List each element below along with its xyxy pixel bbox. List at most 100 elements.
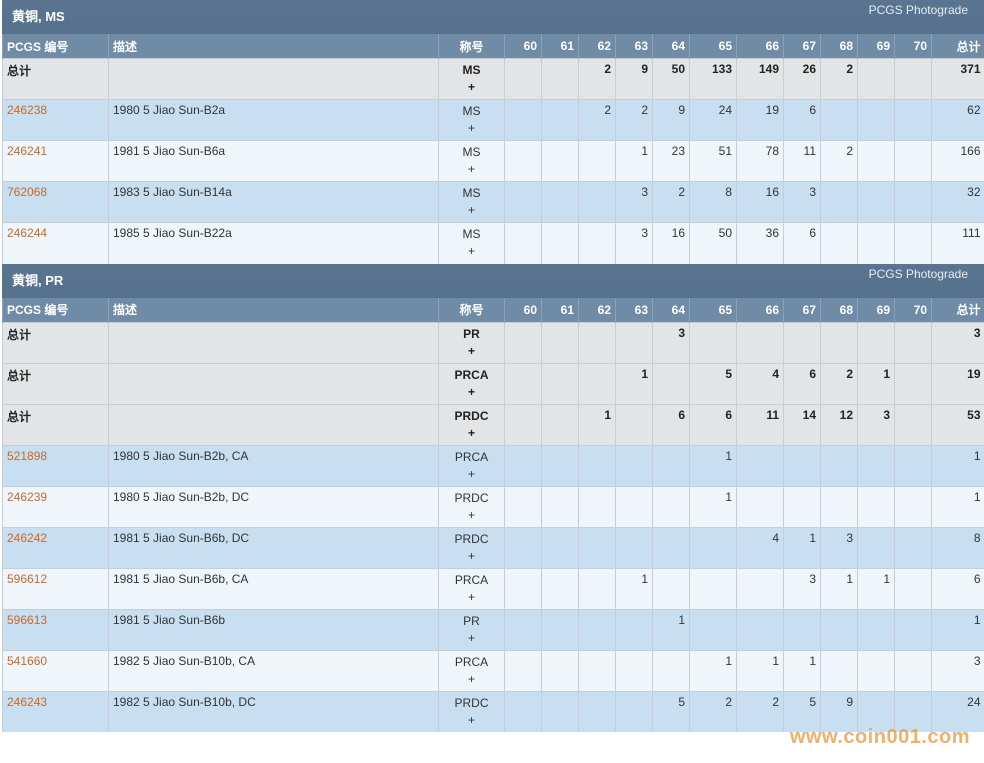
- grade-count-cell: [541, 608, 579, 650]
- grade-count-cell: [894, 222, 932, 264]
- photograde-link[interactable]: PCGS Photograde: [868, 3, 968, 17]
- plus-grade-marker: +: [467, 712, 475, 727]
- grade-count-cell: 3: [783, 567, 821, 609]
- grade-count-cell: 1: [615, 140, 653, 182]
- grade-count-cell: 1: [857, 362, 895, 404]
- grade-count-cell: [894, 649, 932, 691]
- pcgs-number-link[interactable]: 246241: [7, 144, 48, 158]
- plus-grade-marker: +: [467, 203, 475, 217]
- total-count-cell: 3: [931, 649, 984, 691]
- pcgs-number-link[interactable]: 246239: [7, 489, 48, 504]
- grade-count-cell: [504, 403, 542, 445]
- pcgs-number-link[interactable]: 541660: [7, 653, 48, 668]
- grade-count-cell: 3: [615, 222, 653, 264]
- pcgs-number-link[interactable]: 596612: [7, 571, 48, 586]
- grade-count-cell: [820, 181, 858, 223]
- grade-count-cell: [783, 321, 821, 363]
- designation-cell: PRCA +: [438, 444, 505, 486]
- column-header: 68: [820, 34, 858, 59]
- pcgs-number-link[interactable]: 246243: [7, 694, 48, 709]
- description-cell: 1985 5 Jiao Sun-B22a: [108, 222, 439, 264]
- pcgs-number-cell[interactable]: 762068: [2, 181, 109, 223]
- designation-cell: PRCA +: [438, 567, 505, 609]
- pcgs-number-link[interactable]: 521898: [7, 448, 48, 463]
- grade-count-cell: 2: [615, 99, 653, 141]
- grade-count-cell: [504, 526, 542, 568]
- plus-grade-marker: +: [467, 507, 475, 522]
- table-row: 596613 1981 5 Jiao Sun-B6b PR +1 1: [2, 608, 984, 650]
- table-row: 246241 1981 5 Jiao Sun-B6a MS +1 23 51 78 11 2 16…: [2, 140, 984, 182]
- grade-count-cell: [541, 321, 579, 363]
- total-row: 总计 PR +3 3: [2, 321, 984, 363]
- grade-count-cell: 1: [736, 649, 784, 691]
- designation-cell: PRDC +: [438, 485, 505, 527]
- total-row: 总计 MS +2 9 50 133 149 26 2 371: [2, 58, 984, 100]
- grade-count-cell: [783, 485, 821, 527]
- pcgs-number-cell[interactable]: 541660: [2, 649, 109, 691]
- grade-count-cell: 149: [736, 58, 784, 100]
- pcgs-number-link[interactable]: 246238: [7, 103, 48, 117]
- total-count-cell: 1: [931, 444, 984, 486]
- table-row: 246243 1982 5 Jiao Sun-B10b, DC PRDC +5 2 2 5 9…: [2, 690, 984, 732]
- designation-cell: MS +: [438, 99, 505, 141]
- grade-count-cell: 1: [652, 608, 690, 650]
- grade-count-cell: [541, 567, 579, 609]
- pcgs-number-cell[interactable]: 246239: [2, 485, 109, 527]
- pcgs-number-cell[interactable]: 521898: [2, 444, 109, 486]
- grade-count-cell: [894, 567, 932, 609]
- pcgs-number-cell[interactable]: 246238: [2, 99, 109, 141]
- grade-count-cell: [541, 649, 579, 691]
- plus-grade-marker: +: [467, 80, 475, 94]
- table-row: 246242 1981 5 Jiao Sun-B6b, DC PRDC +4 1 3 8: [2, 526, 984, 568]
- pcgs-number-cell[interactable]: 246242: [2, 526, 109, 568]
- pcgs-number-cell: 总计: [2, 321, 109, 363]
- grade-count-cell: 3: [783, 181, 821, 223]
- grade-count-cell: [857, 444, 895, 486]
- column-header: 描述: [108, 34, 439, 59]
- grade-count-cell: [578, 567, 616, 609]
- grade-count-cell: 1: [689, 485, 737, 527]
- pcgs-number-cell[interactable]: 596613: [2, 608, 109, 650]
- pcgs-number-cell[interactable]: 246241: [2, 140, 109, 182]
- grade-count-cell: 1: [857, 567, 895, 609]
- grade-count-cell: [504, 99, 542, 141]
- grade-count-cell: [578, 444, 616, 486]
- grade-count-cell: [652, 526, 690, 568]
- grade-count-cell: 23: [652, 140, 690, 182]
- grade-count-cell: 16: [652, 222, 690, 264]
- pcgs-number-cell[interactable]: 596612: [2, 567, 109, 609]
- column-header: PCGS 编号: [2, 34, 109, 59]
- grade-count-cell: 24: [689, 99, 737, 141]
- plus-grade-marker: +: [467, 343, 475, 358]
- column-header: 66: [736, 34, 784, 59]
- grade-count-cell: [578, 690, 616, 732]
- designation-cell: PRCA +: [438, 362, 505, 404]
- grade-count-cell: [857, 140, 895, 182]
- grade-count-cell: 1: [615, 567, 653, 609]
- column-header: 67: [783, 34, 821, 59]
- grade-count-cell: [541, 181, 579, 223]
- grade-count-cell: [615, 485, 653, 527]
- grade-count-cell: 9: [820, 690, 858, 732]
- pcgs-number-link[interactable]: 762068: [7, 185, 48, 199]
- description-cell: [108, 321, 439, 363]
- designation-label: PR: [463, 613, 480, 628]
- pcgs-number-cell[interactable]: 246244: [2, 222, 109, 264]
- grade-count-cell: [894, 690, 932, 732]
- grade-count-cell: [541, 485, 579, 527]
- total-count-cell: 1: [931, 485, 984, 527]
- designation-label: PRCA: [454, 367, 489, 382]
- grade-count-cell: 12: [820, 403, 858, 445]
- grade-count-cell: 9: [615, 58, 653, 100]
- pcgs-number-link[interactable]: 246244: [7, 226, 48, 240]
- grade-count-cell: [783, 444, 821, 486]
- pcgs-number-link[interactable]: 246242: [7, 530, 48, 545]
- table-row: 762068 1983 5 Jiao Sun-B14a MS +3 2 8 16 3 32: [2, 181, 984, 223]
- grade-count-cell: [820, 608, 858, 650]
- description-cell: 1982 5 Jiao Sun-B10b, DC: [108, 690, 439, 732]
- photograde-link[interactable]: PCGS Photograde: [868, 266, 968, 281]
- pcgs-number-cell[interactable]: 246243: [2, 690, 109, 732]
- pcgs-number-link[interactable]: 596613: [7, 612, 48, 627]
- description-cell: 1981 5 Jiao Sun-B6a: [108, 140, 439, 182]
- grade-count-cell: [578, 485, 616, 527]
